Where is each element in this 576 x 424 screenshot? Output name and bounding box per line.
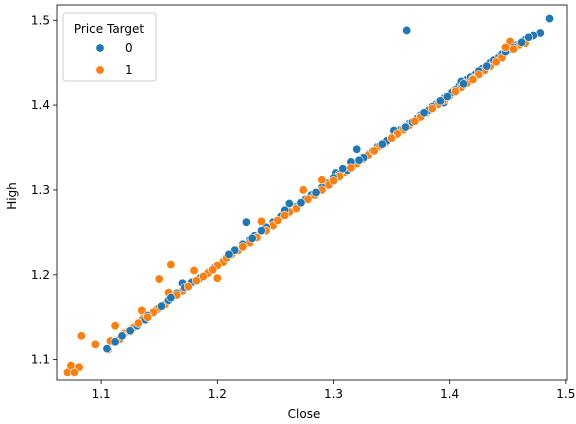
y-axis-label: High: [5, 182, 19, 210]
data-point-series-0: [524, 32, 534, 42]
x-axis: 1.1 1.2 1.3 1.4 1.5: [92, 380, 575, 401]
data-point-series-1: [143, 312, 153, 322]
y-tick-label: 1.3: [31, 183, 50, 197]
data-point-series-0: [102, 344, 112, 354]
data-point-series-0: [482, 61, 492, 71]
data-point-series-1: [317, 175, 327, 185]
data-point-series-1: [212, 273, 222, 283]
data-point-series-0: [352, 144, 362, 154]
data-point-series-1: [133, 318, 143, 328]
legend-box: [62, 12, 157, 82]
data-point-series-0: [354, 155, 364, 165]
data-point-series-1: [256, 216, 266, 226]
data-point-series-0: [545, 14, 555, 24]
data-point-series-0: [296, 198, 306, 208]
legend: Price Target 0 1: [62, 12, 157, 82]
data-point-series-1: [450, 87, 460, 97]
data-point-series-1: [76, 331, 86, 341]
x-tick-label: 1.2: [208, 387, 227, 401]
data-point-series-1: [69, 367, 79, 377]
data-point-series-0: [110, 337, 120, 347]
data-point-series-1: [166, 260, 176, 270]
data-point-series-0: [517, 37, 527, 47]
data-point-series-0: [402, 25, 412, 35]
legend-marker-series-0: [95, 43, 105, 53]
data-point-series-0: [256, 226, 266, 236]
data-point-series-1: [198, 271, 208, 281]
legend-marker-series-1: [95, 65, 105, 75]
data-point-series-1: [183, 282, 193, 292]
data-point-series-0: [311, 188, 321, 198]
data-point-series-1: [328, 176, 338, 186]
data-point-series-1: [468, 75, 478, 85]
data-point-series-0: [419, 108, 429, 118]
data-point-series-1: [90, 339, 100, 349]
data-point-series-0: [117, 331, 127, 341]
y-tick-label: 1.2: [31, 268, 50, 282]
data-point-series-0: [125, 326, 135, 336]
data-point-series-1: [509, 44, 519, 54]
data-point-series-0: [401, 122, 411, 132]
data-point-series-1: [208, 265, 218, 275]
x-axis-label: Close: [288, 407, 321, 421]
data-point-series-1: [154, 274, 164, 284]
data-point-series-1: [427, 104, 437, 114]
data-point-series-1: [191, 276, 201, 286]
x-tick-label: 1.3: [324, 387, 343, 401]
data-point-series-0: [338, 164, 348, 174]
data-point-series-0: [166, 293, 176, 303]
y-tick-label: 1.1: [31, 353, 50, 367]
x-tick-label: 1.1: [92, 387, 111, 401]
y-tick-label: 1.4: [31, 98, 50, 112]
data-point-series-1: [491, 57, 501, 67]
data-points: [62, 14, 555, 377]
data-point-series-0: [377, 139, 387, 149]
data-point-series-1: [189, 266, 199, 276]
legend-label-series-0: 0: [125, 41, 133, 55]
legend-title: Price Target: [74, 22, 145, 36]
data-point-series-0: [241, 217, 251, 227]
data-point-series-0: [459, 79, 469, 89]
data-point-series-0: [442, 92, 452, 102]
data-point-series-0: [435, 96, 445, 106]
y-axis: 1.1 1.2 1.3 1.4 1.5: [31, 13, 57, 367]
data-point-series-1: [238, 242, 248, 252]
data-point-series-0: [157, 301, 167, 311]
data-point-series-1: [500, 42, 510, 52]
data-point-series-1: [280, 210, 290, 220]
data-point-series-1: [110, 321, 120, 331]
x-tick-label: 1.4: [440, 387, 459, 401]
data-point-series-0: [247, 233, 257, 243]
legend-label-series-1: 1: [125, 63, 133, 77]
x-tick-label: 1.5: [556, 387, 575, 401]
y-tick-label: 1.5: [31, 13, 50, 27]
data-point-series-0: [224, 249, 234, 259]
data-point-series-1: [273, 215, 283, 225]
data-point-series-1: [387, 133, 397, 143]
data-point-series-1: [369, 146, 379, 156]
data-point-series-1: [298, 185, 308, 195]
plot-frame: [56, 4, 568, 381]
data-point-series-1: [346, 163, 356, 173]
data-point-series-1: [410, 116, 420, 126]
